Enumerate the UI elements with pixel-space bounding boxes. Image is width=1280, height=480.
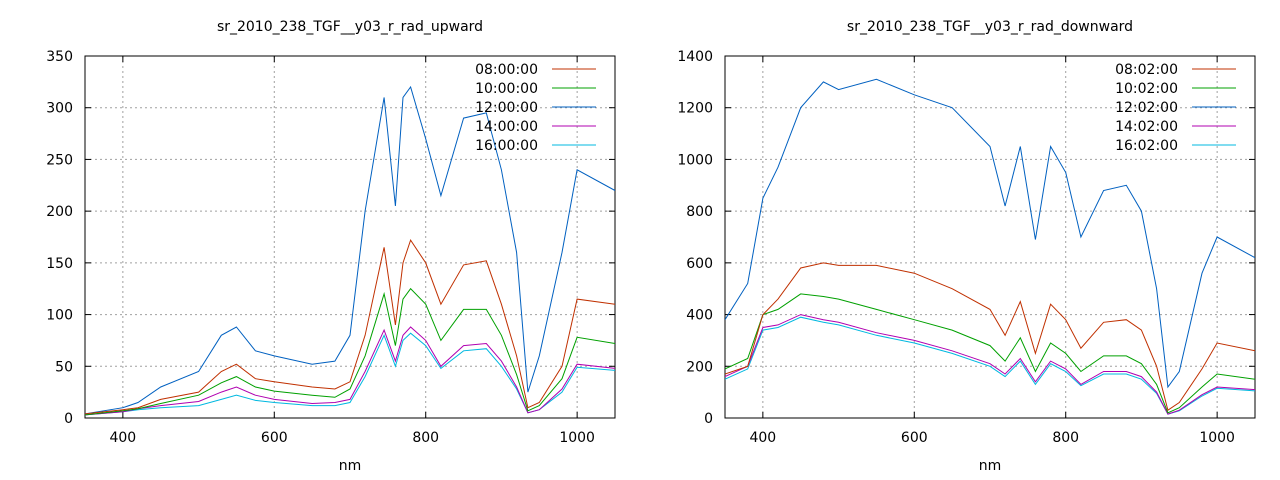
y-tick-label: 50 — [55, 359, 73, 375]
upward-radiance-chart: sr_2010_238_TGF__y03_r_rad_upward 400 600 8… — [46, 19, 616, 474]
legend-label: 16:02:00 — [1115, 138, 1178, 154]
series-line-12-00-00 — [85, 85, 615, 415]
y-tick-label: 350 — [46, 49, 73, 65]
legend-label: 14:02:00 — [1115, 119, 1178, 135]
x-tick-label: 1000 — [559, 430, 595, 446]
series-line-12-02-00 — [725, 78, 1255, 389]
legend-label: 12:02:00 — [1115, 100, 1178, 116]
legend-label: 08:02:00 — [1115, 62, 1178, 78]
x-tick-label: 600 — [901, 430, 928, 446]
legend-label: 12:00:00 — [475, 100, 538, 116]
y-tick-label: 0 — [704, 411, 713, 427]
legend-label: 08:00:00 — [475, 62, 538, 78]
legend-label: 10:00:00 — [475, 81, 538, 97]
x-tick-label: 600 — [261, 430, 288, 446]
x-tick-label: 800 — [1052, 430, 1079, 446]
series-line-16-02-00 — [725, 316, 1255, 415]
chart-title: sr_2010_238_TGF__y03_r_rad_downward — [847, 19, 1133, 35]
y-tick-label: 150 — [46, 256, 73, 272]
y-tick-label: 400 — [686, 308, 713, 324]
y-tick-label: 100 — [46, 308, 73, 324]
plot-frame — [724, 55, 1256, 419]
y-tick-label: 1000 — [677, 152, 713, 168]
series-line-14-00-00 — [85, 326, 615, 416]
y-tick-label: 600 — [686, 256, 713, 272]
downward-radiance-chart: sr_2010_238_TGF__y03_r_rad_downward 400 60… — [677, 19, 1256, 474]
x-tick-label: 400 — [109, 430, 136, 446]
series-line-14-02-00 — [725, 314, 1255, 415]
legend-label: 16:00:00 — [475, 138, 538, 154]
y-tick-label: 250 — [46, 152, 73, 168]
x-tick-label: 400 — [749, 430, 776, 446]
legend-label: 10:02:00 — [1115, 81, 1178, 97]
x-axis-label: nm — [979, 458, 1002, 474]
x-tick-label: 1000 — [1199, 430, 1235, 446]
y-tick-label: 200 — [46, 204, 73, 220]
series-line-10-02-00 — [725, 293, 1255, 414]
y-tick-label: 200 — [686, 359, 713, 375]
y-tick-label: 300 — [46, 101, 73, 117]
series-line-08-02-00 — [725, 262, 1255, 412]
legend-label: 14:00:00 — [475, 119, 538, 135]
x-tick-label: 800 — [412, 430, 439, 446]
y-tick-label: 0 — [64, 411, 73, 427]
series-line-10-00-00 — [85, 287, 615, 416]
plot-frame — [84, 55, 616, 419]
y-tick-label: 1200 — [677, 101, 713, 117]
series-line-08-00-00 — [85, 238, 615, 415]
chart-title: sr_2010_238_TGF__y03_r_rad_upward — [217, 19, 483, 35]
y-tick-label: 1400 — [677, 49, 713, 65]
y-tick-label: 800 — [686, 204, 713, 220]
x-axis-label: nm — [339, 458, 362, 474]
